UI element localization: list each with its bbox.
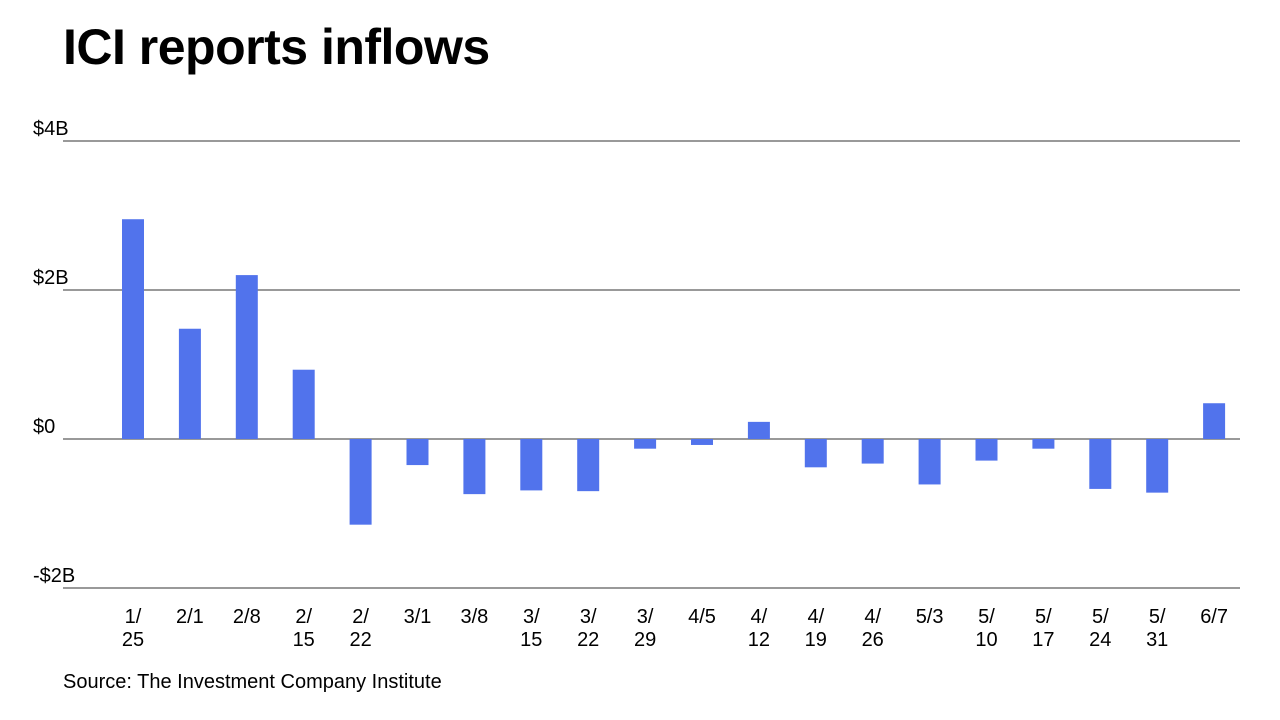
source-note: Source: The Investment Company Institute xyxy=(63,671,442,693)
x-tick-label: 19 xyxy=(805,629,827,651)
y-tick-label: $0 xyxy=(33,416,55,438)
x-tick-label: 5/ xyxy=(978,606,995,628)
x-tick-label: 26 xyxy=(862,629,884,651)
y-tick-label: $4B xyxy=(33,118,69,140)
x-tick-label: 1/ xyxy=(125,606,142,628)
x-tick-label: 24 xyxy=(1089,629,1111,651)
bar-1-25 xyxy=(122,219,144,439)
bar-2-15 xyxy=(292,369,315,439)
bar-3-1 xyxy=(406,439,429,466)
x-axis-labels: 1/252/1 2/8 2/152/223/1 3/8 3/153/223/294/5 4… xyxy=(122,606,1228,651)
x-tick-label: 22 xyxy=(349,629,371,651)
bar-2-1 xyxy=(178,328,201,439)
bar-6-7 xyxy=(1203,403,1226,439)
bar-4-12 xyxy=(747,421,770,439)
bar-4-26 xyxy=(861,439,884,464)
y-tick-label: $2B xyxy=(33,267,69,289)
x-tick-label: 5/3 xyxy=(916,606,944,628)
x-tick-label: 12 xyxy=(748,629,770,651)
x-tick-label: 2/1 xyxy=(176,606,204,628)
bar-3-22 xyxy=(577,439,600,492)
bar-3-8 xyxy=(463,439,486,495)
x-tick-label: 5/ xyxy=(1035,606,1052,628)
x-tick-label: 25 xyxy=(122,629,144,651)
x-tick-label: 3/ xyxy=(523,606,540,628)
bars xyxy=(122,219,1226,525)
bar-4-19 xyxy=(804,439,827,468)
x-tick-label: 4/5 xyxy=(688,606,716,628)
x-tick-label: 29 xyxy=(634,629,656,651)
y-tick-label: -$2B xyxy=(33,565,75,587)
x-tick-label: 4/ xyxy=(751,606,768,628)
x-tick-label: 17 xyxy=(1032,629,1054,651)
x-tick-label: 31 xyxy=(1146,629,1168,651)
x-tick-label: 3/1 xyxy=(404,606,432,628)
x-tick-label: 5/ xyxy=(1149,606,1166,628)
x-tick-label: 2/ xyxy=(352,606,369,628)
bar-5-17 xyxy=(1032,439,1055,449)
x-tick-label: 4/ xyxy=(807,606,824,628)
bar-5-10 xyxy=(975,439,998,461)
x-tick-label: 15 xyxy=(520,629,542,651)
x-tick-label: 3/8 xyxy=(460,606,488,628)
x-tick-label: 3/ xyxy=(580,606,597,628)
x-tick-label: 2/ xyxy=(295,606,312,628)
bar-5-31 xyxy=(1146,439,1169,493)
x-tick-label: 6/7 xyxy=(1200,606,1228,628)
bar-4-5 xyxy=(691,439,713,445)
bar-5-24 xyxy=(1089,439,1112,489)
bar-5-3 xyxy=(918,439,941,485)
x-tick-label: 10 xyxy=(975,629,997,651)
x-tick-label: 15 xyxy=(293,629,315,651)
chart-title: ICI reports inflows xyxy=(63,19,490,75)
x-tick-label: 22 xyxy=(577,629,599,651)
x-tick-label: 3/ xyxy=(637,606,654,628)
x-tick-label: 4/ xyxy=(864,606,881,628)
bar-3-29 xyxy=(634,439,657,449)
bar-2-22 xyxy=(349,439,372,525)
bar-3-15 xyxy=(520,439,543,491)
gridlines: $4B $2B $0 -$2B xyxy=(33,118,1240,589)
x-tick-label: 2/8 xyxy=(233,606,261,628)
bar-2-8 xyxy=(235,275,258,439)
x-tick-label: 5/ xyxy=(1092,606,1109,628)
